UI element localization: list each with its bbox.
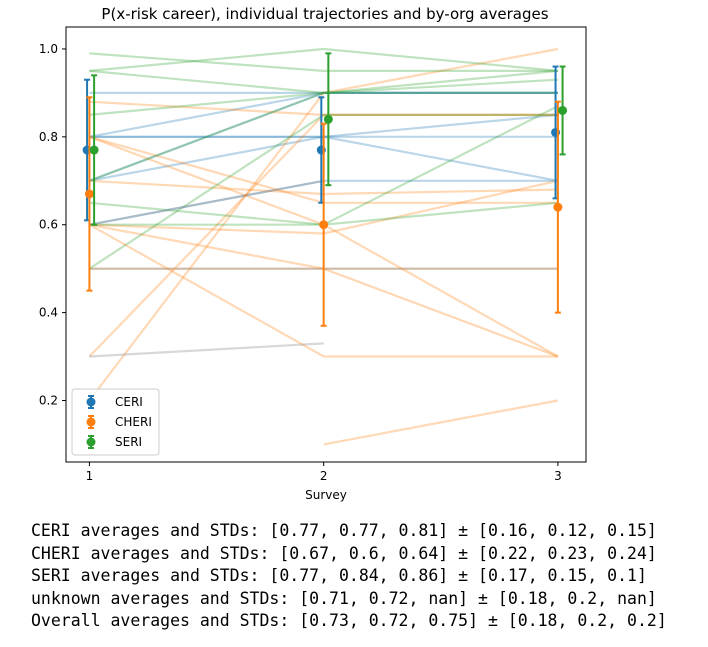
y-tick-label-0.2: 0.2 bbox=[39, 393, 58, 407]
console-line-2: CHERI averages and STDs: [0.67, 0.6, 0.6… bbox=[31, 543, 657, 563]
y-tick-label-1.0: 1.0 bbox=[39, 42, 58, 56]
console-line-4: unknown averages and STDs: [0.71, 0.72, … bbox=[31, 588, 657, 608]
trajectory-line-cheri-13 bbox=[88, 47, 559, 402]
trajectory-line-ceri-3 bbox=[89, 91, 558, 182]
y-axis: 0.2 0.4 0.6 0.8 1.0 bbox=[39, 42, 66, 407]
trajectory-line-cheri-12 bbox=[88, 113, 558, 358]
seri-mean-point-3 bbox=[558, 105, 568, 115]
x-tick-label-3: 3 bbox=[554, 469, 562, 483]
average-errorbars bbox=[82, 52, 568, 327]
cheri-mean-point-3 bbox=[553, 202, 563, 212]
x-tick-label-2: 2 bbox=[320, 469, 328, 483]
legend-label-seri: SERI bbox=[115, 435, 142, 449]
trajectory-line-cheri-11 bbox=[88, 223, 558, 358]
trajectory-line-seri-19 bbox=[89, 52, 558, 73]
console-line-1: CERI averages and STDs: [0.77, 0.77, 0.8… bbox=[31, 521, 657, 540]
trajectory-line-seri-21 bbox=[89, 69, 558, 95]
trajectory-line-seri-22 bbox=[89, 78, 558, 116]
trajectory-line-seri-20 bbox=[89, 47, 559, 72]
y-tick-label-0.6: 0.6 bbox=[39, 218, 58, 232]
seri-mean-point-1 bbox=[89, 145, 99, 155]
x-tick-label-1: 1 bbox=[86, 469, 94, 483]
trajectory-line-ceri-2 bbox=[89, 91, 558, 138]
plot-frame bbox=[65, 26, 587, 463]
trajectory-line-cheri-18 bbox=[323, 399, 559, 446]
console-line-5: Overall averages and STDs: [0.73, 0.72, … bbox=[31, 611, 667, 631]
y-tick-label-0.4: 0.4 bbox=[39, 306, 58, 320]
trajectory-line-unknown-28 bbox=[89, 179, 324, 226]
cheri-mean-point-1 bbox=[84, 189, 94, 199]
legend-label-ceri: CERI bbox=[115, 395, 143, 409]
x-axis: 1 2 3 bbox=[86, 462, 562, 483]
seri-mean-point-2 bbox=[323, 114, 333, 124]
trajectory-line-unknown-27 bbox=[89, 342, 324, 358]
legend-marker-seri bbox=[86, 437, 96, 447]
legend-marker-cheri bbox=[86, 417, 96, 427]
legend-marker-ceri bbox=[86, 397, 96, 407]
chart: P(x-risk career), individual trajectorie… bbox=[39, 5, 587, 502]
legend-label-cheri: CHERI bbox=[115, 415, 152, 429]
console-output: CERI averages and STDs: [0.77, 0.77, 0.8… bbox=[31, 520, 667, 633]
trajectory-line-seri-25 bbox=[88, 113, 558, 270]
y-tick-label-0.8: 0.8 bbox=[39, 130, 58, 144]
x-axis-label: Survey bbox=[305, 488, 347, 502]
cheri-mean-point-2 bbox=[319, 220, 329, 230]
console-line-3: SERI averages and STDs: [0.77, 0.84, 0.8… bbox=[31, 566, 647, 586]
chart-title: P(x-risk career), individual trajectorie… bbox=[101, 5, 548, 23]
trajectory-line-seri-23 bbox=[89, 69, 559, 182]
legend: CERI CHERI SERI bbox=[71, 388, 160, 456]
trajectory-line-cheri-8 bbox=[89, 100, 558, 117]
